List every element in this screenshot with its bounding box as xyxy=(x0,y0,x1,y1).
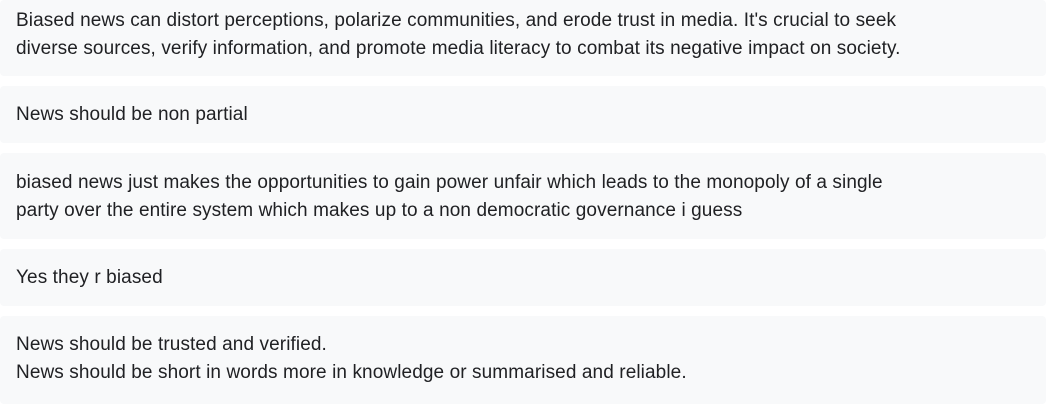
response-item: News should be trusted and verified. New… xyxy=(0,316,1046,404)
response-text: News should be trusted and verified. xyxy=(16,334,327,355)
response-item: Yes they r biased xyxy=(0,249,1046,306)
response-item: Biased news can distort perceptions, pol… xyxy=(0,0,1046,76)
response-text: News should be non partial xyxy=(16,104,248,125)
response-text: Biased news can distort perceptions, pol… xyxy=(16,10,897,31)
response-text: News should be short in words more in kn… xyxy=(16,362,687,383)
response-text: Yes they r biased xyxy=(16,267,163,288)
response-text: biased news just makes the opportunities… xyxy=(16,172,883,193)
response-text: diverse sources, verify information, and… xyxy=(16,38,901,59)
response-item: biased news just makes the opportunities… xyxy=(0,153,1046,239)
response-item: News should be non partial xyxy=(0,86,1046,143)
response-text: party over the entire system which makes… xyxy=(16,200,743,221)
